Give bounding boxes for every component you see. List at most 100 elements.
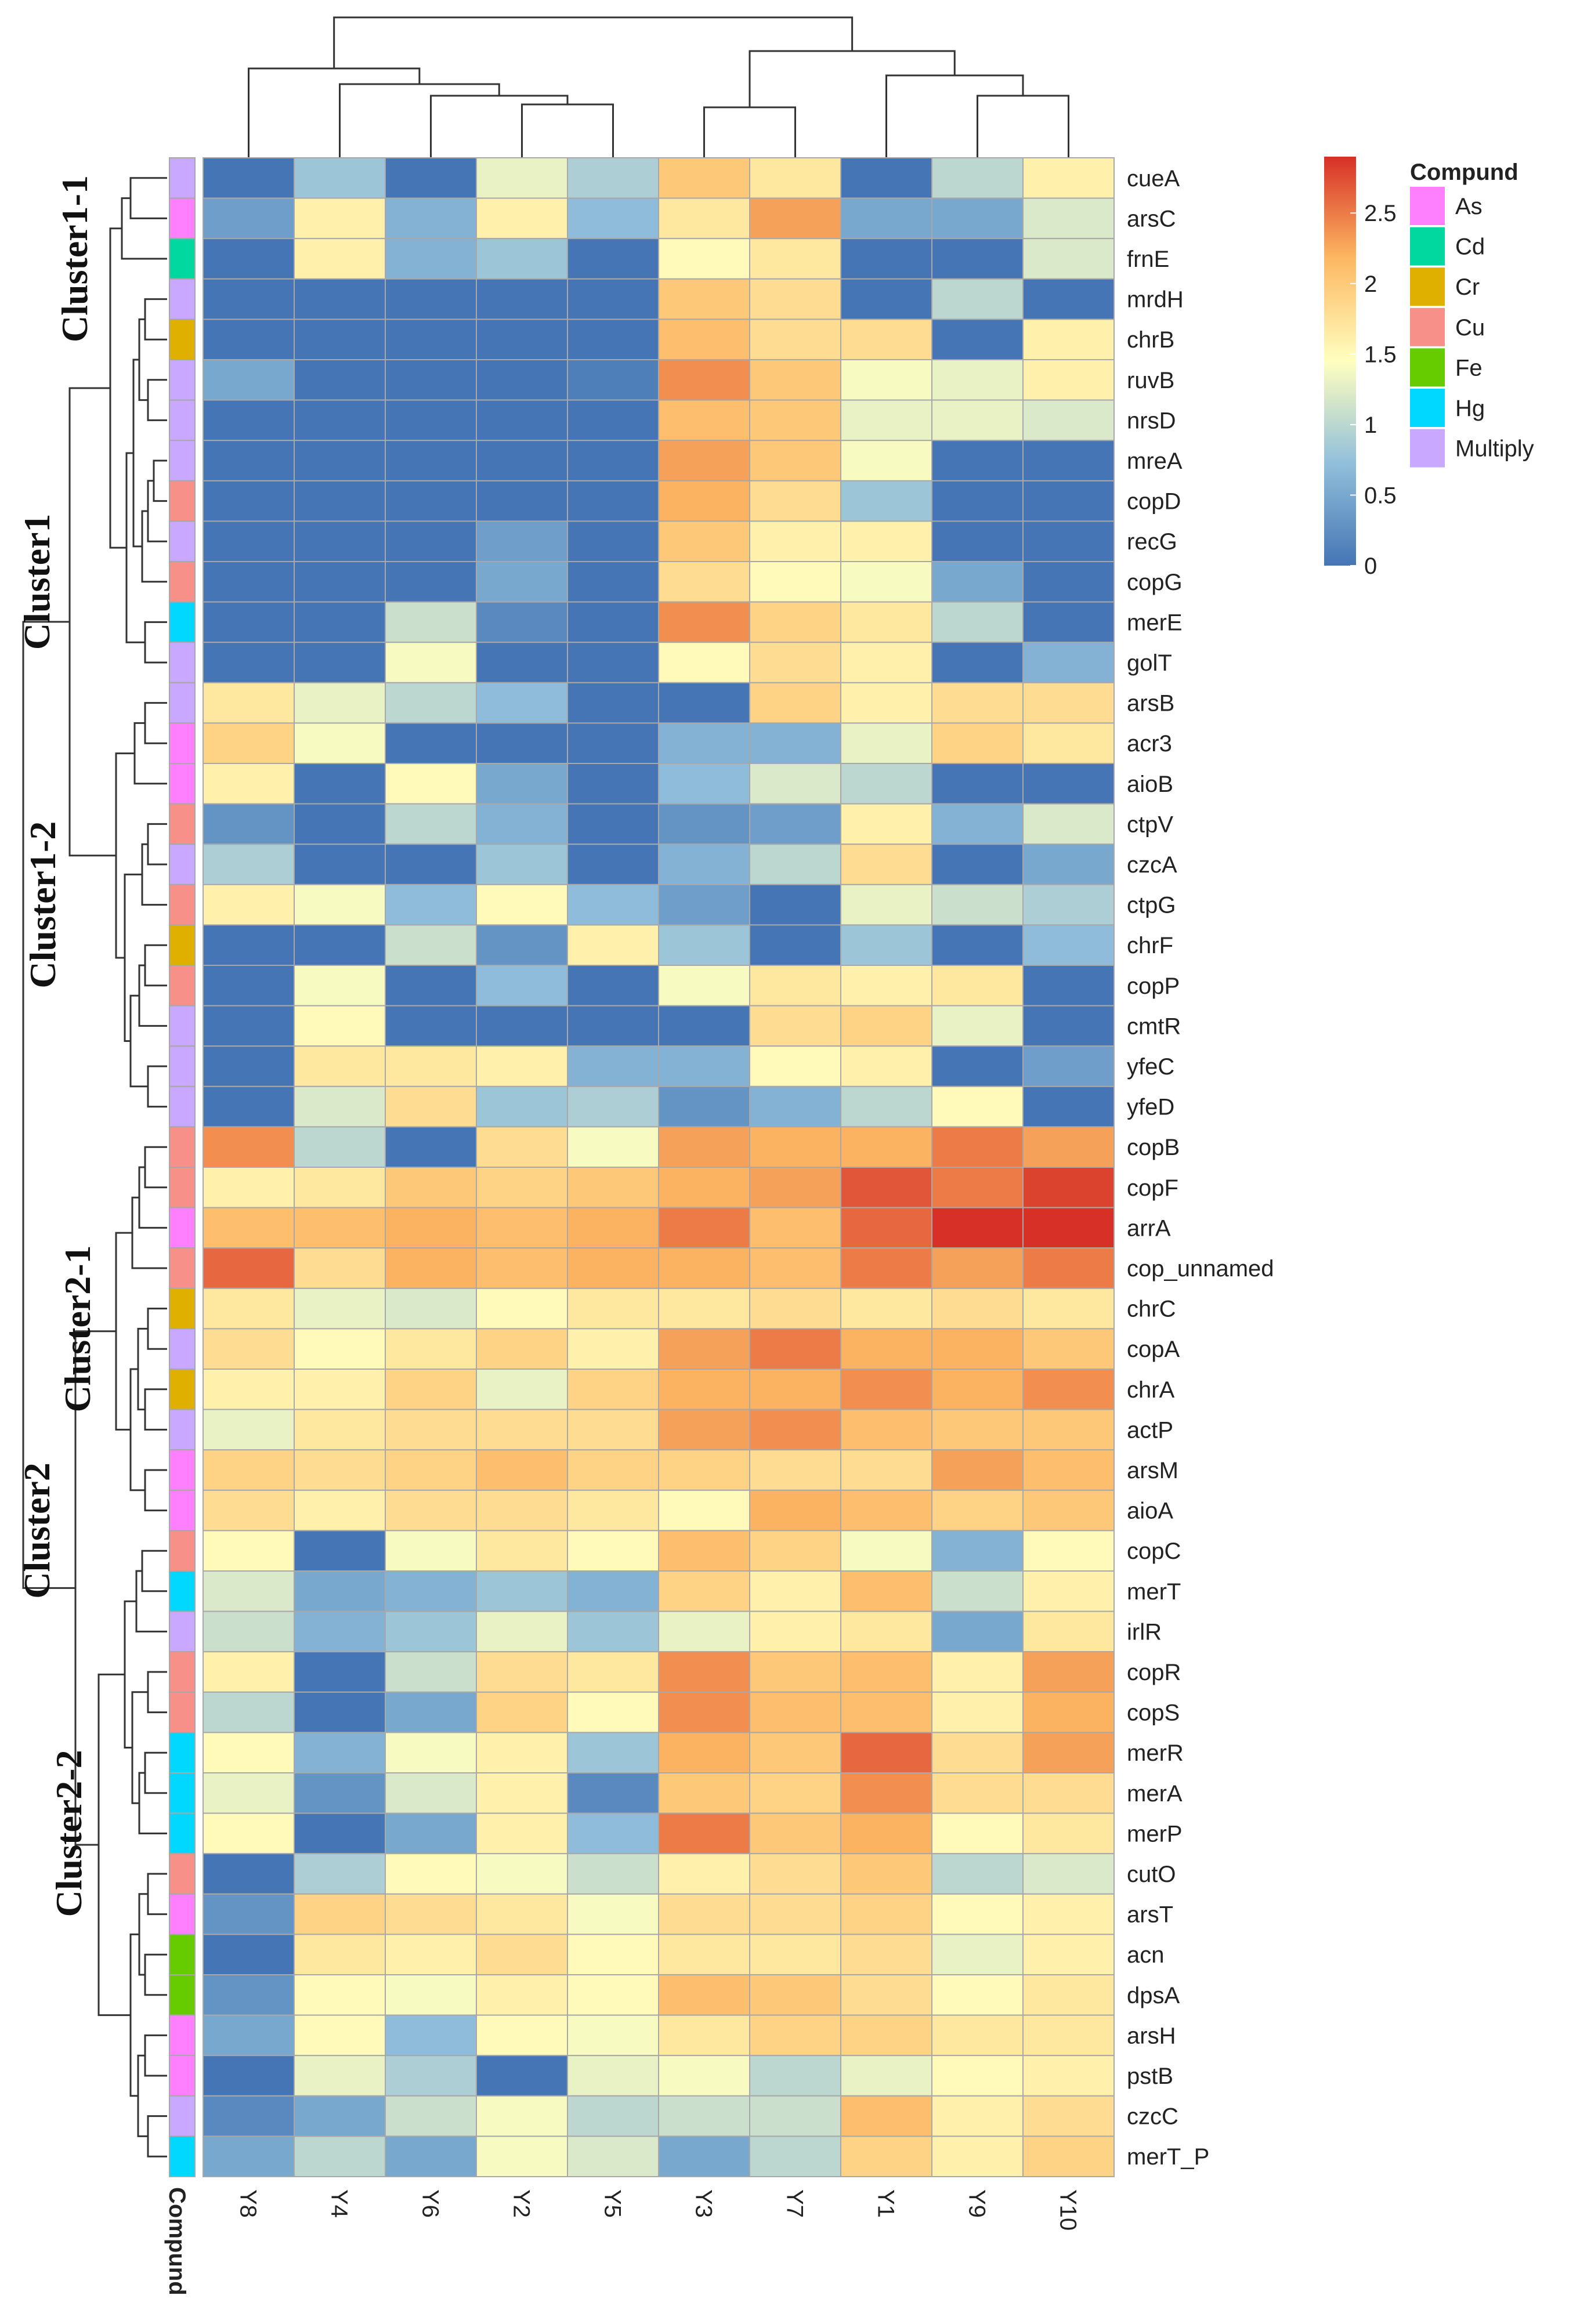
- heatmap-cell: [1022, 238, 1115, 280]
- row-label: recG: [1127, 529, 1177, 555]
- heatmap-cell: [749, 1570, 841, 1612]
- heatmap-cell: [658, 561, 750, 603]
- heatmap-cell: [931, 2135, 1024, 2177]
- heatmap-cell: [294, 642, 386, 683]
- heatmap-cell: [840, 1449, 932, 1491]
- heatmap-cell: [1022, 1449, 1115, 1491]
- annotation-cell: [169, 359, 196, 401]
- heatmap-cell: [749, 1651, 841, 1693]
- heatmap-cell: [658, 1247, 750, 1289]
- heatmap-cell: [203, 2055, 295, 2097]
- heatmap-cell: [1022, 1369, 1115, 1410]
- dendrogram-link: [22, 621, 75, 1589]
- heatmap-cell: [294, 1691, 386, 1733]
- heatmap-cell: [1022, 1893, 1115, 1935]
- heatmap-cell: [294, 399, 386, 441]
- heatmap-cell: [931, 197, 1024, 240]
- heatmap-cell: [840, 2014, 932, 2057]
- heatmap-cell: [203, 278, 295, 320]
- heatmap-cell: [567, 1167, 659, 1208]
- heatmap-cell: [385, 763, 477, 805]
- heatmap-cell: [658, 1167, 750, 1208]
- heatmap-cell: [931, 1893, 1024, 1935]
- compound-legend-swatch: [1410, 187, 1445, 225]
- heatmap-cell: [749, 682, 841, 724]
- heatmap-cell: [294, 1934, 386, 1975]
- heatmap-cell: [567, 763, 659, 805]
- row-label: yfeD: [1127, 1095, 1174, 1120]
- row-label: aioA: [1127, 1498, 1173, 1524]
- compound-legend-label: Cd: [1455, 234, 1485, 260]
- heatmap-cell: [385, 1934, 477, 1975]
- heatmap-cell: [476, 884, 568, 926]
- cluster-label: Cluster1-1: [54, 175, 95, 342]
- heatmap-cell: [476, 1126, 568, 1168]
- heatmap-cell: [294, 1207, 386, 1249]
- heatmap-cell: [385, 520, 477, 563]
- annotation-cell: [169, 480, 196, 522]
- row-label: nrsD: [1127, 408, 1176, 433]
- heatmap-cell: [749, 1974, 841, 2016]
- heatmap-cell: [385, 2135, 477, 2177]
- heatmap-cell: [840, 1207, 932, 1249]
- heatmap-cell: [1022, 763, 1115, 805]
- heatmap-cell: [931, 1489, 1024, 1532]
- heatmap-cell: [385, 399, 477, 441]
- annotation-cell: [169, 1732, 196, 1773]
- column-label: Y9: [964, 2189, 990, 2218]
- heatmap-cell: [294, 1610, 386, 1653]
- heatmap-cell: [658, 1812, 750, 1855]
- heatmap-cell: [385, 601, 477, 643]
- heatmap-cell: [294, 1853, 386, 1895]
- annotation-cell: [169, 1934, 196, 1975]
- row-label: ruvB: [1127, 368, 1174, 393]
- heatmap-cell: [203, 722, 295, 765]
- heatmap-cell: [658, 1287, 750, 1330]
- heatmap-cell: [385, 318, 477, 361]
- row-label: irlR: [1127, 1619, 1162, 1645]
- heatmap-cell: [840, 1328, 932, 1370]
- heatmap-cell: [749, 561, 841, 603]
- heatmap-cell: [749, 1530, 841, 1572]
- heatmap-cell: [658, 722, 750, 765]
- heatmap-cell: [203, 642, 295, 683]
- heatmap-cell: [476, 1489, 568, 1532]
- heatmap-cell: [840, 561, 932, 603]
- heatmap-cell: [476, 1045, 568, 1087]
- heatmap-cell: [476, 1247, 568, 1289]
- heatmap-cell: [203, 480, 295, 522]
- annotation-cell: [169, 1651, 196, 1693]
- heatmap-cell: [1022, 601, 1115, 643]
- heatmap-cell: [749, 2055, 841, 2097]
- heatmap-cell: [294, 884, 386, 926]
- heatmap-cell: [385, 1409, 477, 1451]
- compound-legend-swatch: [1410, 227, 1445, 266]
- heatmap-cell: [476, 561, 568, 603]
- row-label: copB: [1127, 1135, 1180, 1160]
- row-label: chrB: [1127, 327, 1174, 353]
- heatmap-cell: [203, 601, 295, 643]
- heatmap-cell: [476, 1369, 568, 1410]
- heatmap-cell: [203, 1287, 295, 1330]
- heatmap-cell: [931, 1570, 1024, 1612]
- heatmap-cell: [476, 318, 568, 361]
- heatmap-cell: [567, 1893, 659, 1935]
- heatmap-cell: [567, 1974, 659, 2016]
- heatmap-cell: [658, 601, 750, 643]
- heatmap-cell: [294, 1409, 386, 1451]
- heatmap-cell: [749, 642, 841, 683]
- annotation-cell: [169, 2095, 196, 2137]
- heatmap-cell: [385, 2095, 477, 2137]
- heatmap-cell: [567, 1610, 659, 1653]
- column-label: Y7: [782, 2189, 808, 2218]
- heatmap-cell: [1022, 1772, 1115, 1814]
- heatmap-cell: [385, 1893, 477, 1935]
- heatmap-cell: [567, 157, 659, 199]
- row-label: czcC: [1127, 2104, 1178, 2130]
- heatmap-cell: [1022, 1489, 1115, 1532]
- annotation-axis-label: Compund: [164, 2187, 190, 2296]
- heatmap-cell: [658, 1005, 750, 1047]
- heatmap-cell: [203, 318, 295, 361]
- compound-legend-label: Multiply: [1455, 436, 1534, 462]
- heatmap-cell: [749, 1610, 841, 1653]
